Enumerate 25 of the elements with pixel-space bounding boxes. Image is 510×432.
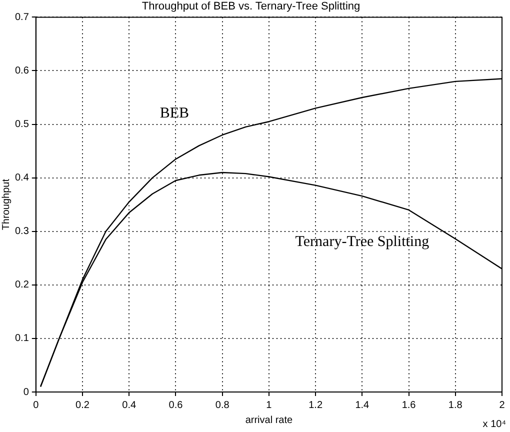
y-tick-label: 0.4 <box>14 172 30 184</box>
x-tick-label: 1.4 <box>355 400 370 411</box>
chart-title: Throughput of BEB vs. Ternary-Tree Splitting <box>142 0 360 13</box>
x-tick-label: 0 <box>33 400 40 411</box>
x-tick-label: 1.8 <box>448 400 463 411</box>
x-tick-label: 0.6 <box>168 400 184 411</box>
x-tick-label: 1.6 <box>402 400 416 411</box>
x-tick-label: 0.8 <box>215 400 230 411</box>
y-tick-label: 0.6 <box>14 65 30 76</box>
series-label: BEB <box>160 106 190 122</box>
x-tick-label: 1 <box>266 400 272 411</box>
y-tick-label: 0 <box>23 386 30 398</box>
y-tick-label: 0.2 <box>14 280 30 291</box>
x-tick-label: 1.2 <box>308 400 323 411</box>
series-label: Ternary-Tree Splitting <box>295 234 430 250</box>
x-axis-title: arrival rate <box>245 414 293 426</box>
y-tick-label: 0.7 <box>14 12 30 23</box>
y-tick-label: 0.5 <box>14 119 30 130</box>
y-axis-title: Throughput <box>0 178 12 230</box>
x-tick-label: 0.4 <box>122 400 137 411</box>
y-tick-label: 0.3 <box>14 226 30 238</box>
y-tick-label: 0.1 <box>14 333 30 344</box>
text: x 10⁴ <box>482 419 506 430</box>
x-tick-label: 0.2 <box>76 400 90 411</box>
x-tick-label: 2 <box>499 400 506 411</box>
